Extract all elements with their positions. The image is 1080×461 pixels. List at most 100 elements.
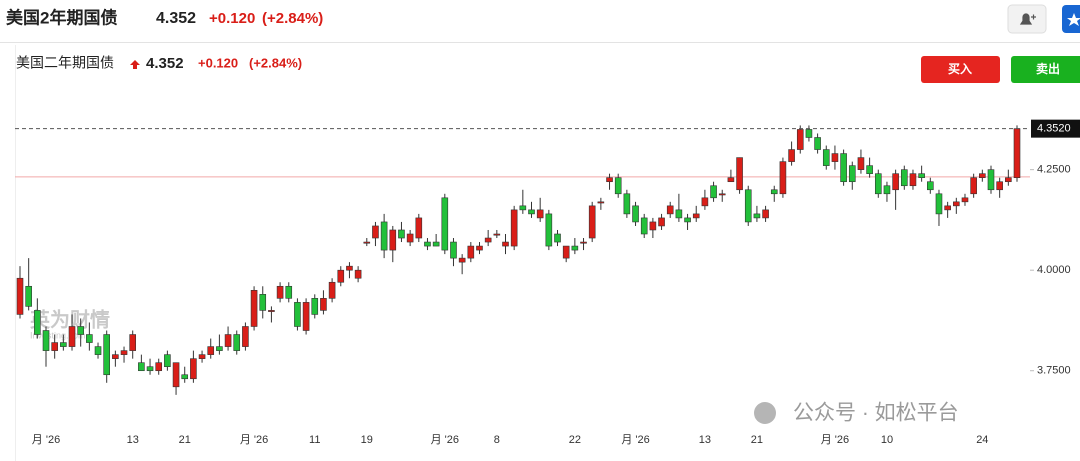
candle-body [94,346,102,355]
candle-body [207,346,215,355]
x-tick-label: 13 [127,434,139,446]
candle-body [857,157,865,170]
plot: 3.7500 4.0000 4.2500 4.3520 月 '26 13 21 月 '26 11… [15,119,1080,446]
candle-body [987,169,995,191]
chart-change: +0.120 [198,55,238,70]
candle-body [684,217,691,223]
candle-body [146,366,154,372]
candle-body [42,330,50,351]
candle-body [181,374,189,380]
candle-body [112,354,119,359]
candle-body [406,233,414,243]
y-tick-label: 4.2500 [1037,164,1071,176]
candle-body [883,185,891,195]
candle-body [415,217,423,239]
star-icon [1067,13,1080,26]
candle-body [68,326,76,347]
candle-body [34,310,41,335]
candle-body [979,173,986,179]
candle-body [918,173,925,179]
account-watermark: 公众号 · 如松平台 [793,402,959,425]
up-arrow [130,60,140,69]
candle-body [701,197,709,207]
candle-body [649,221,657,231]
candle-body [519,205,527,211]
sell-label: 卖出 [1036,61,1060,76]
candle-body [970,177,977,195]
candle-body [927,181,934,191]
candle-body [528,209,535,215]
candle-body [1013,128,1021,179]
candle-body [224,334,232,347]
candle-body [840,153,847,183]
candle-body [961,197,969,203]
candle-body [848,165,856,183]
candle-body [467,245,475,259]
candle-body [398,229,405,239]
x-tick-label: 22 [569,434,581,446]
x-tick-label: 13 [699,434,711,446]
candle-body [164,354,171,368]
buy-label: 买入 [948,62,972,76]
header-change-pct: (+2.84%) [262,10,323,27]
candle-body [294,302,301,327]
candle-body [77,326,84,335]
x-tick-label: 10 [881,434,893,446]
candle-body [935,193,943,215]
y-tick-label: 4.0000 [1037,264,1071,276]
candle-body [476,245,483,251]
candle-body [892,173,899,191]
candle-body [484,237,492,243]
header-price: 4.352 [156,10,196,27]
candle-body [866,165,873,174]
candle-body [632,205,639,223]
account-icon [754,402,776,424]
candle-body [805,129,813,138]
candle-body [571,245,579,251]
candle-body [328,281,336,299]
candle-body [710,185,717,199]
candle-body [588,205,596,239]
sell-button[interactable] [1011,56,1080,83]
candle-body [86,334,93,343]
buy-button[interactable] [921,56,1000,83]
candle-body [727,177,735,183]
candle-body [250,289,258,327]
candle-body [831,153,839,162]
candle-body [666,205,674,215]
candle-body [311,298,319,315]
candle-body [510,209,518,247]
candle-body [675,209,683,219]
last-price-box [1031,119,1080,138]
candle-body [502,241,509,247]
candle-body [242,326,249,347]
chart-price: 4.352 [146,55,184,72]
candle-body [614,177,622,195]
header-change: +0.120 [209,10,255,27]
page-title: 美国2年期国债 [6,7,117,27]
candle-body [545,213,553,247]
candle-body [779,161,787,195]
candle-body [25,285,32,307]
candle-body [953,201,960,207]
candle-body [753,213,761,219]
candle-body [597,201,605,204]
candle-body [172,362,180,388]
candle-body [302,302,310,331]
candle-body [389,229,397,251]
candle-body [155,362,163,372]
x-tick-label: 月 '26 [431,434,459,446]
candle-body [354,269,362,279]
x-tick-label: 月 '26 [621,434,649,446]
candle-body [814,137,821,150]
candle-body [372,225,379,239]
candle-body [580,241,587,244]
last-price-label: 4.3520 [1037,123,1071,135]
candle-body [268,310,275,312]
candle-body [450,241,457,259]
x-tick-label: 8 [494,434,500,446]
candle-body [337,269,345,283]
candle-body [380,221,388,251]
